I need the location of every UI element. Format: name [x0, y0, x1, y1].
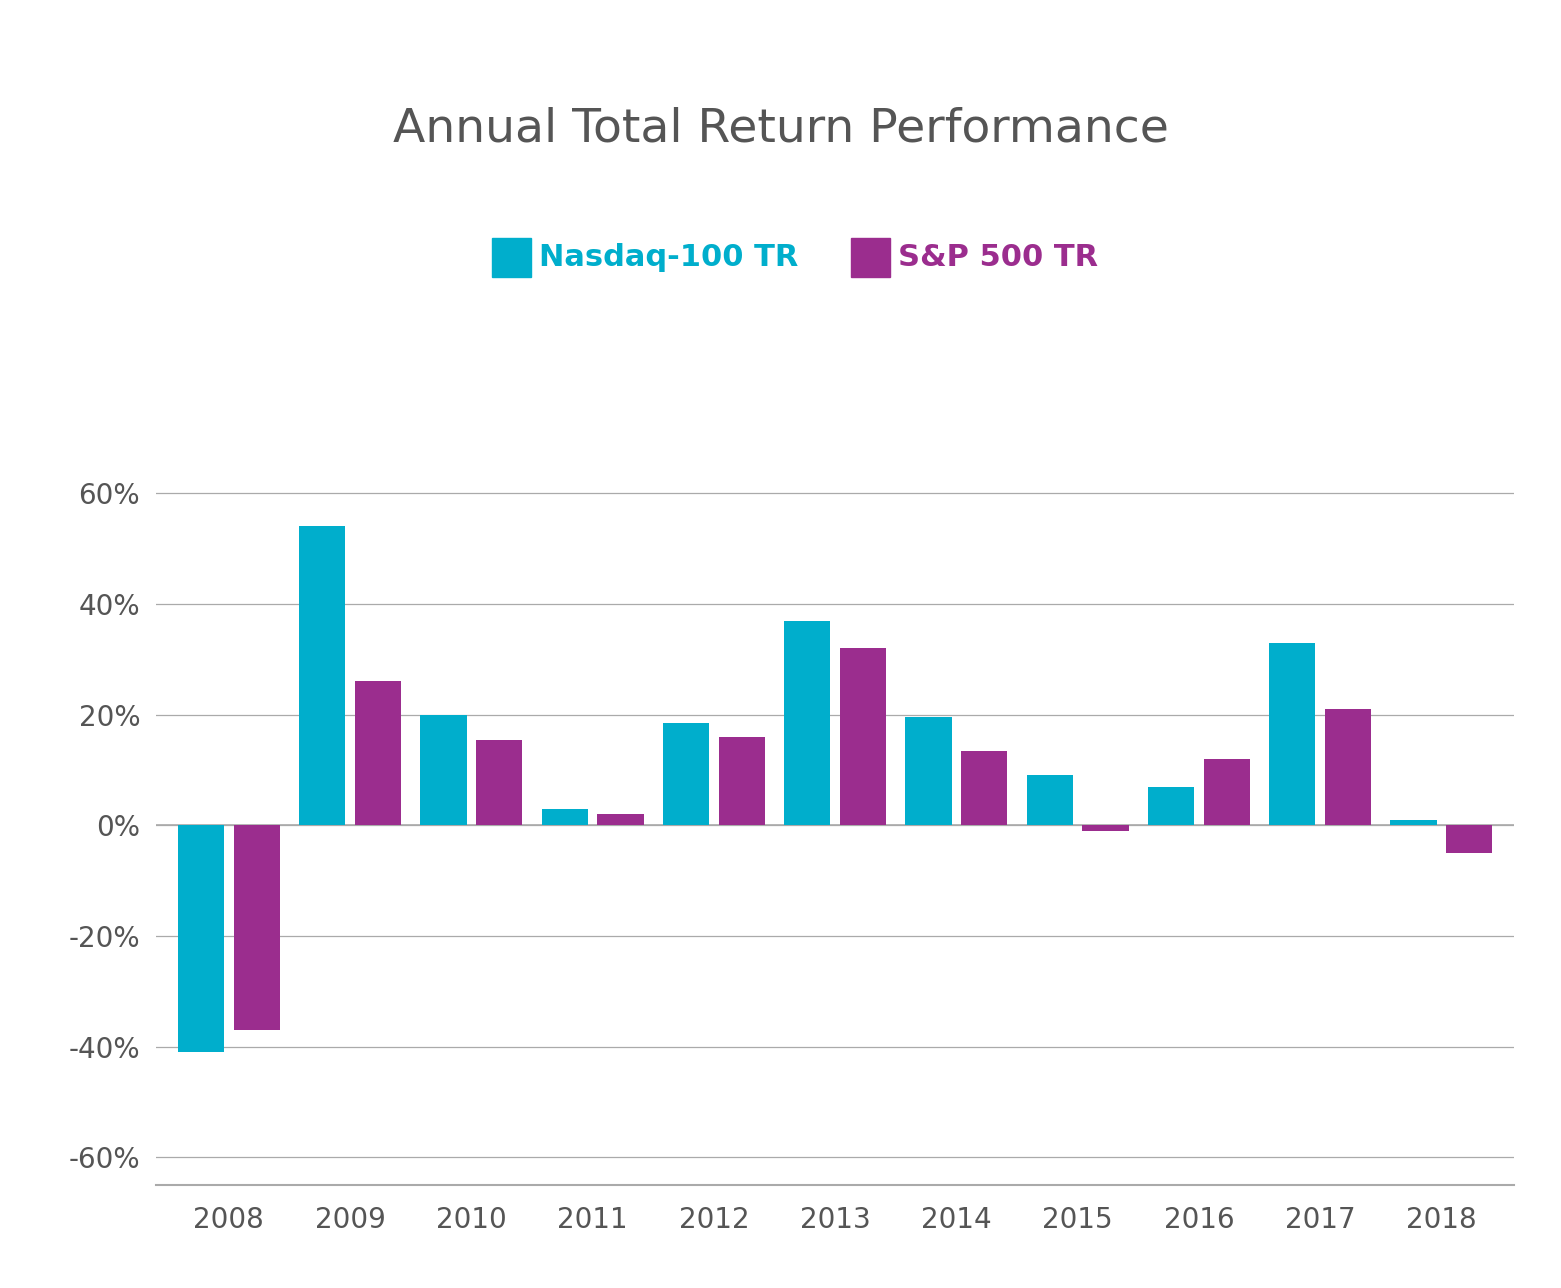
Bar: [1204, 759, 1250, 826]
Bar: [784, 621, 830, 826]
Text: Nasdaq-100 TR: Nasdaq-100 TR: [539, 243, 798, 272]
Bar: [354, 681, 401, 826]
Bar: [1391, 819, 1436, 826]
Bar: [542, 809, 588, 826]
Bar: [476, 739, 523, 826]
Bar: [1325, 710, 1371, 826]
Bar: [178, 826, 223, 1052]
Bar: [840, 648, 887, 826]
Bar: [1027, 775, 1072, 826]
Bar: [718, 737, 765, 826]
Bar: [1269, 643, 1316, 826]
Bar: [598, 814, 643, 826]
Bar: [1147, 787, 1194, 826]
Bar: [300, 527, 345, 826]
Bar: [663, 723, 709, 826]
Text: S&P 500 TR: S&P 500 TR: [898, 243, 1097, 272]
Bar: [905, 717, 952, 826]
Bar: [962, 751, 1007, 826]
Bar: [1082, 826, 1129, 831]
Bar: [1445, 826, 1492, 853]
Bar: [234, 826, 279, 1030]
Text: Annual Total Return Performance: Annual Total Return Performance: [392, 107, 1169, 151]
Bar: [420, 715, 467, 826]
